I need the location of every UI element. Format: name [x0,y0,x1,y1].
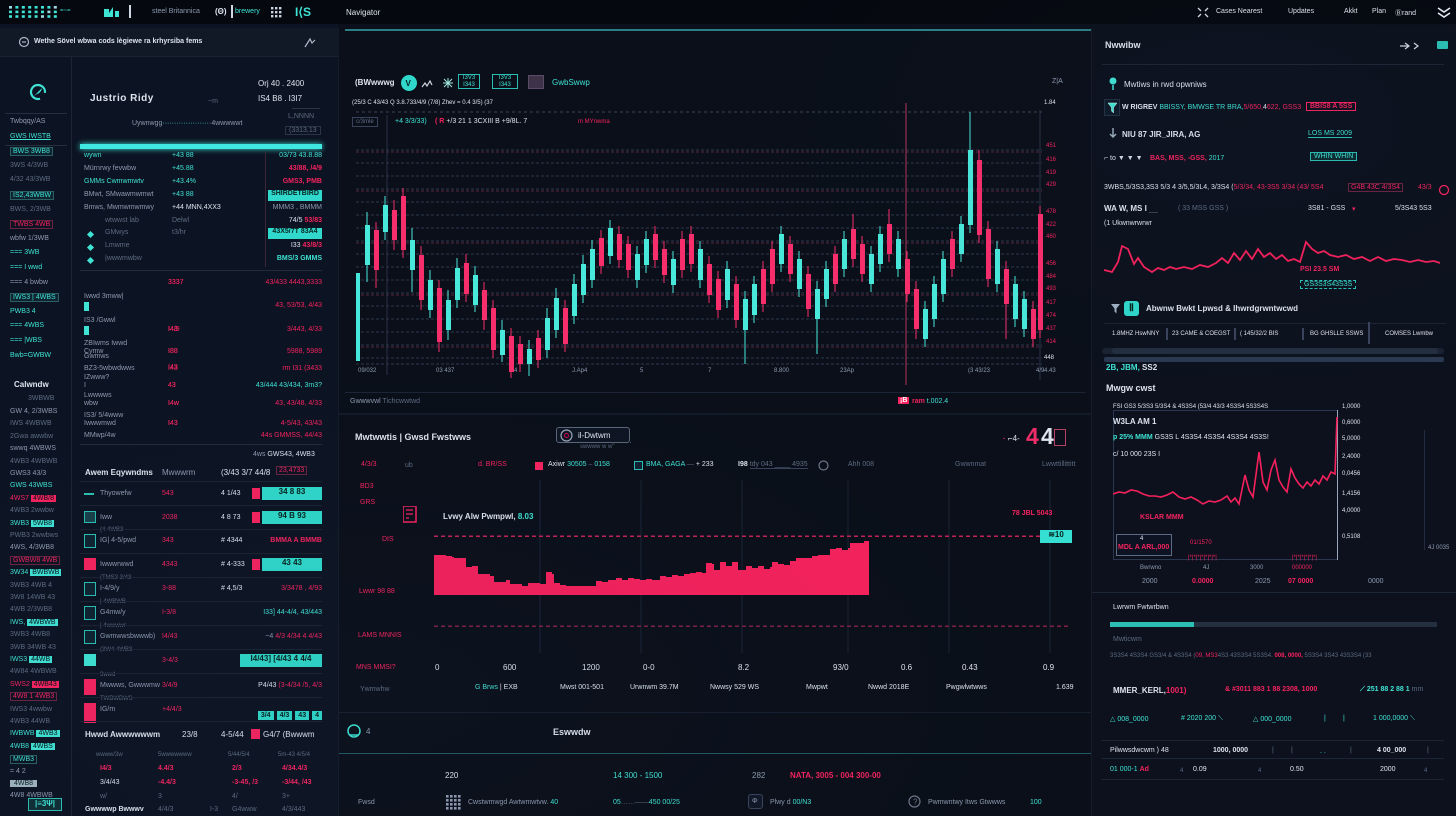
svg-text:?: ? [913,798,918,807]
svg-text:V: V [406,79,412,88]
svg-text:=~=: =~= [60,8,71,14]
